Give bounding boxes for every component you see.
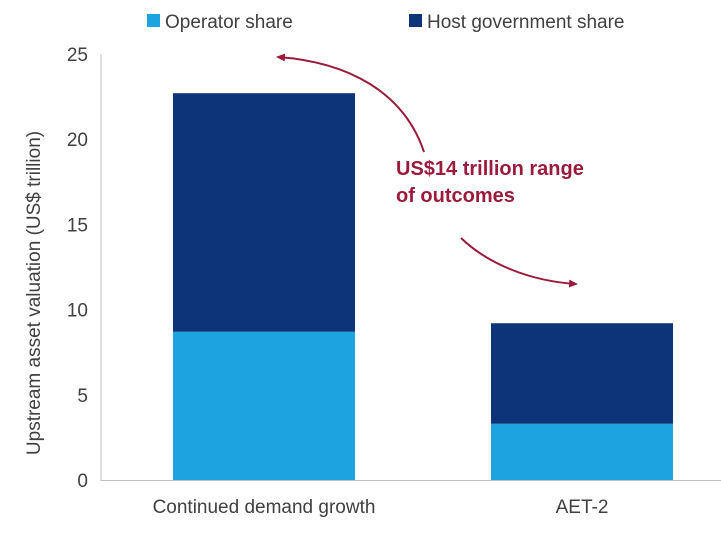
bar-segment-operator-share: [173, 331, 355, 480]
y-tick-label: 15: [67, 215, 88, 236]
annotation-arrow-up: [276, 53, 425, 153]
bars: [173, 93, 673, 480]
y-tick-label: 25: [67, 45, 88, 66]
legend: Operator share Host government share: [147, 12, 625, 33]
annotation-arrow-down: [460, 237, 578, 288]
y-tick-label: 20: [67, 130, 88, 151]
annotation-line-1: US$14 trillion range: [396, 158, 584, 180]
y-tick-label: 5: [77, 386, 88, 407]
x-tick-label: Continued demand growth: [153, 497, 376, 518]
y-tick-label: 0: [77, 471, 88, 492]
bar-segment-host-government-share: [491, 323, 673, 424]
y-tick-label: 10: [67, 301, 88, 322]
legend-swatch-host-government-share: [409, 14, 422, 27]
legend-label-host-government-share: Host government share: [427, 12, 625, 33]
y-axis-title: Upstream asset valuation (US$ trillion): [24, 131, 45, 455]
x-ticks: Continued demand growth AET-2: [153, 497, 609, 518]
annotation: US$14 trillion range of outcomes: [276, 53, 584, 288]
legend-swatch-operator-share: [147, 14, 160, 27]
legend-label-operator-share: Operator share: [165, 12, 293, 33]
bar-segment-operator-share: [491, 423, 673, 480]
bar-segment-host-government-share: [173, 93, 355, 332]
x-tick-label: AET-2: [556, 497, 609, 518]
y-ticks: 0 5 10 15 20 25: [67, 45, 88, 492]
annotation-line-2: of outcomes: [396, 185, 515, 207]
